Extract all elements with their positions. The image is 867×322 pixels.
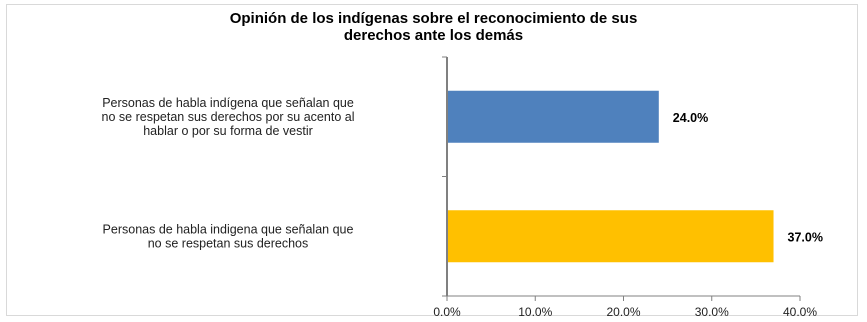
bar-2 xyxy=(447,210,774,263)
bar-1 xyxy=(447,90,659,143)
x-tick-label-1: 10.0% xyxy=(518,305,552,319)
category-label-1-line-3: hablar o por su forma de vestir xyxy=(143,124,313,138)
category-label-2-line-2: no se respetan sus derechos xyxy=(148,236,309,250)
x-tick-label-0: 0.0% xyxy=(433,305,461,319)
chart-title: Opinión de los indígenas sobre el recono… xyxy=(0,10,867,44)
chart-title-line-1: Opinión de los indígenas sobre el recono… xyxy=(229,10,638,27)
chart-title-line-2: derechos ante los demás xyxy=(343,27,524,44)
category-label-1-line-2: no se respetan sus derechos por su acent… xyxy=(102,110,355,124)
category-label-1-line-1: Personas de habla indígena que señalan q… xyxy=(102,96,354,110)
data-label-1: 24.0% xyxy=(673,111,708,125)
data-label-2: 37.0% xyxy=(788,230,823,244)
category-label-2-line-1: Personas de habla indigena que señalan q… xyxy=(103,222,354,236)
x-tick-label-2: 20.0% xyxy=(606,305,640,319)
x-tick-label-3: 30.0% xyxy=(695,305,729,319)
x-tick-label-4: 40.0% xyxy=(783,305,817,319)
chart-frame xyxy=(6,4,858,316)
